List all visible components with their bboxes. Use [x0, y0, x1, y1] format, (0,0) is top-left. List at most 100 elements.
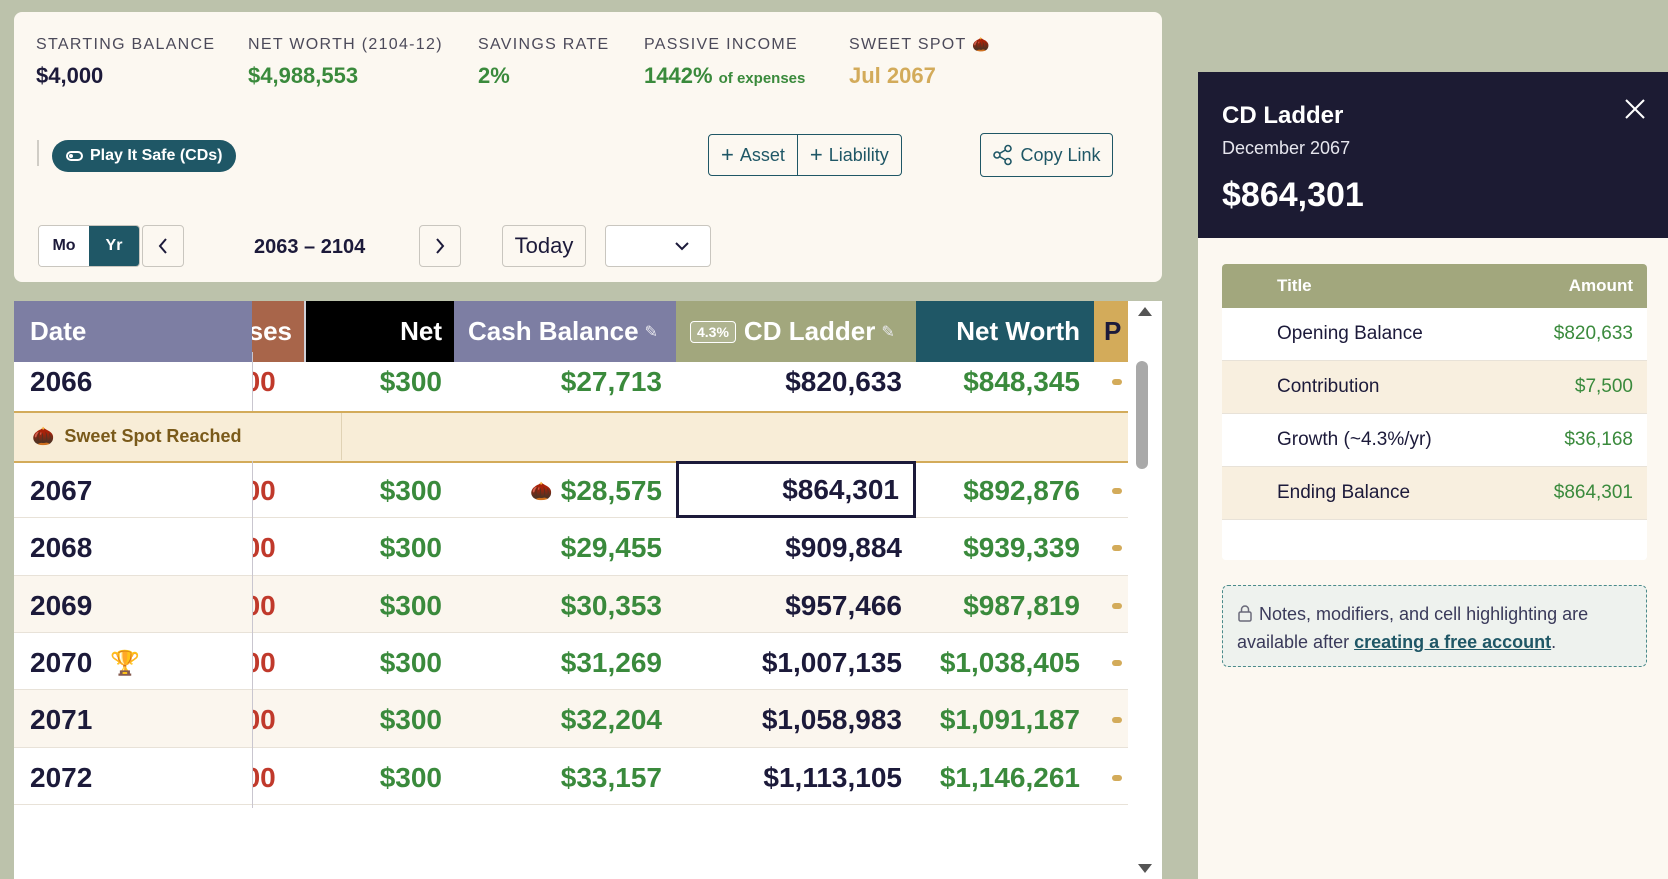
- stat-suffix: of expenses: [719, 70, 806, 87]
- cell-expenses: 700: [252, 576, 306, 636]
- cell-date-value: 2070: [30, 647, 92, 679]
- chevron-left-icon: [157, 237, 169, 255]
- cell-cash-value: $28,575: [561, 475, 662, 507]
- cell-net-worth[interactable]: $1,038,405: [916, 633, 1094, 693]
- cell-net[interactable]: $300: [306, 576, 454, 636]
- cell-expenses-value: 700: [252, 475, 276, 507]
- scroll-down-arrow-icon[interactable]: [1138, 864, 1152, 873]
- upgrade-note: Notes, modifiers, and cell highlighting …: [1222, 585, 1647, 667]
- cell-cd-ladder-selected[interactable]: $864,301: [676, 461, 916, 518]
- pencil-icon[interactable]: ✎: [881, 322, 894, 342]
- mode-month-button[interactable]: Mo: [39, 226, 89, 266]
- table-row[interactable]: 2071 700 $300 $32,204 $1,058,983 $1,091,…: [14, 690, 1128, 748]
- cell-expenses: 700: [252, 748, 306, 808]
- scenario-label: Play It Safe (CDs): [90, 147, 222, 165]
- summary-card: STARTING BALANCE $4,000 NET WORTH (2104-…: [14, 12, 1162, 282]
- cell-net-worth[interactable]: $987,819: [916, 576, 1094, 636]
- cell-net[interactable]: $300: [306, 690, 454, 750]
- copy-link-button[interactable]: Copy Link: [980, 133, 1113, 177]
- stat-savings-rate: SAVINGS RATE 2%: [478, 36, 609, 89]
- scroll-up-arrow-icon[interactable]: [1138, 307, 1152, 316]
- toggle-icon: [66, 151, 83, 161]
- cell-expenses-value: 700: [252, 762, 276, 794]
- acorn-icon: 🌰: [530, 481, 552, 502]
- today-button[interactable]: Today: [502, 225, 586, 267]
- cell-net[interactable]: $300: [306, 748, 454, 808]
- breakdown-row-amount: $864,301: [1554, 482, 1633, 504]
- divider: [37, 140, 39, 166]
- breakdown-table: Title Amount Opening Balance $820,633 Co…: [1222, 264, 1647, 560]
- cell-date: 2067: [30, 461, 92, 521]
- cell-net-worth[interactable]: $1,146,261: [916, 748, 1094, 808]
- cell-net[interactable]: $300: [306, 461, 454, 521]
- cell-net-worth[interactable]: $848,345: [916, 352, 1094, 412]
- cell-cd-ladder[interactable]: $1,113,105: [676, 748, 916, 808]
- projection-table: Date ses Net Cash Balance ✎ 4.3% CD Ladd…: [14, 301, 1162, 879]
- breakdown-row-amount: $7,500: [1575, 376, 1633, 398]
- stat-starting-balance: STARTING BALANCE $4,000: [36, 36, 215, 89]
- cell-cash[interactable]: $32,204: [454, 690, 676, 750]
- mode-year-button[interactable]: Yr: [89, 226, 139, 266]
- breakdown-row: Ending Balance $864,301: [1222, 467, 1647, 520]
- scroll-thumb[interactable]: [1136, 361, 1148, 469]
- sweet-spot-label: Sweet Spot Reached: [64, 426, 241, 447]
- breakdown-row-amount: $36,168: [1564, 429, 1633, 451]
- cell-date: 2069: [30, 576, 92, 636]
- cell-net-worth[interactable]: $892,876: [916, 461, 1094, 521]
- cell-net-worth[interactable]: $939,339: [916, 518, 1094, 578]
- cell-net[interactable]: $300: [306, 633, 454, 693]
- table-row[interactable]: 2070 🏆 700 $300 $31,269 $1,007,135 $1,03…: [14, 633, 1128, 690]
- stat-sweet-spot: SWEET SPOT 🌰 Jul 2067: [849, 36, 991, 89]
- cell-cd-ladder[interactable]: $820,633: [676, 352, 916, 412]
- column-header-expenses-label: ses: [252, 316, 292, 347]
- add-liability-button[interactable]: + Liability: [797, 135, 901, 175]
- stat-label: SWEET SPOT: [849, 36, 966, 53]
- pencil-icon[interactable]: ✎: [645, 322, 658, 342]
- upgrade-note-end: .: [1551, 632, 1556, 652]
- previous-range-button[interactable]: [142, 225, 184, 267]
- cell-cash[interactable]: 🌰 $28,575: [454, 461, 676, 521]
- detail-panel-header: CD Ladder December 2067 $864,301: [1198, 72, 1668, 238]
- share-icon: [992, 144, 1014, 166]
- table-row[interactable]: 2067 700 $300 🌰 $28,575 $864,301 $892,87…: [14, 461, 1128, 518]
- table-scrollbar[interactable]: [1128, 301, 1162, 879]
- close-icon[interactable]: [1622, 96, 1648, 122]
- table-row[interactable]: 2066 700 $300 $27,713 $820,633 $848,345: [14, 352, 1128, 412]
- table-row[interactable]: 2069 700 $300 $30,353 $957,466 $987,819: [14, 576, 1128, 633]
- cell-partial-marker: [1112, 690, 1124, 750]
- stat-value: 1442%: [644, 63, 713, 88]
- cell-net[interactable]: $300: [306, 518, 454, 578]
- copy-link-label: Copy Link: [1020, 145, 1100, 166]
- create-account-link[interactable]: creating a free account: [1354, 632, 1551, 652]
- cell-cash[interactable]: $31,269: [454, 633, 676, 693]
- add-asset-label: Asset: [740, 145, 785, 166]
- cell-net[interactable]: $300: [306, 352, 454, 412]
- add-asset-button[interactable]: + Asset: [709, 135, 797, 175]
- cell-cash[interactable]: $33,157: [454, 748, 676, 808]
- breakdown-col-title: Title: [1277, 276, 1312, 296]
- chevron-right-icon: [434, 237, 446, 255]
- cell-cd-ladder[interactable]: $909,884: [676, 518, 916, 578]
- cell-expenses-value: 700: [252, 366, 276, 398]
- cell-cd-ladder[interactable]: $1,007,135: [676, 633, 916, 693]
- cell-cash[interactable]: $27,713: [454, 352, 676, 412]
- cell-net-worth[interactable]: $1,091,187: [916, 690, 1094, 750]
- table-row[interactable]: 2072 700 $300 $33,157 $1,113,105 $1,146,…: [14, 748, 1128, 805]
- stat-label: NET WORTH (2104-12): [248, 36, 443, 54]
- next-range-button[interactable]: [419, 225, 461, 267]
- acorn-icon: 🌰: [972, 36, 991, 52]
- detail-panel: CD Ladder December 2067 $864,301 Title A…: [1198, 72, 1668, 879]
- view-select[interactable]: [605, 225, 711, 267]
- scenario-toggle[interactable]: Play It Safe (CDs): [52, 140, 236, 172]
- stat-label: PASSIVE INCOME: [644, 36, 805, 54]
- cell-cash[interactable]: $29,455: [454, 518, 676, 578]
- cell-partial-marker: [1112, 352, 1124, 412]
- cell-partial-marker: [1112, 518, 1124, 578]
- cell-date: 2072: [30, 748, 92, 808]
- cell-cd-ladder[interactable]: $957,466: [676, 576, 916, 636]
- cell-cd-ladder[interactable]: $1,058,983: [676, 690, 916, 750]
- cell-date: 2071: [30, 690, 92, 750]
- cell-cash[interactable]: $30,353: [454, 576, 676, 636]
- table-row[interactable]: 2068 700 $300 $29,455 $909,884 $939,339: [14, 518, 1128, 576]
- breakdown-row: Opening Balance $820,633: [1222, 308, 1647, 361]
